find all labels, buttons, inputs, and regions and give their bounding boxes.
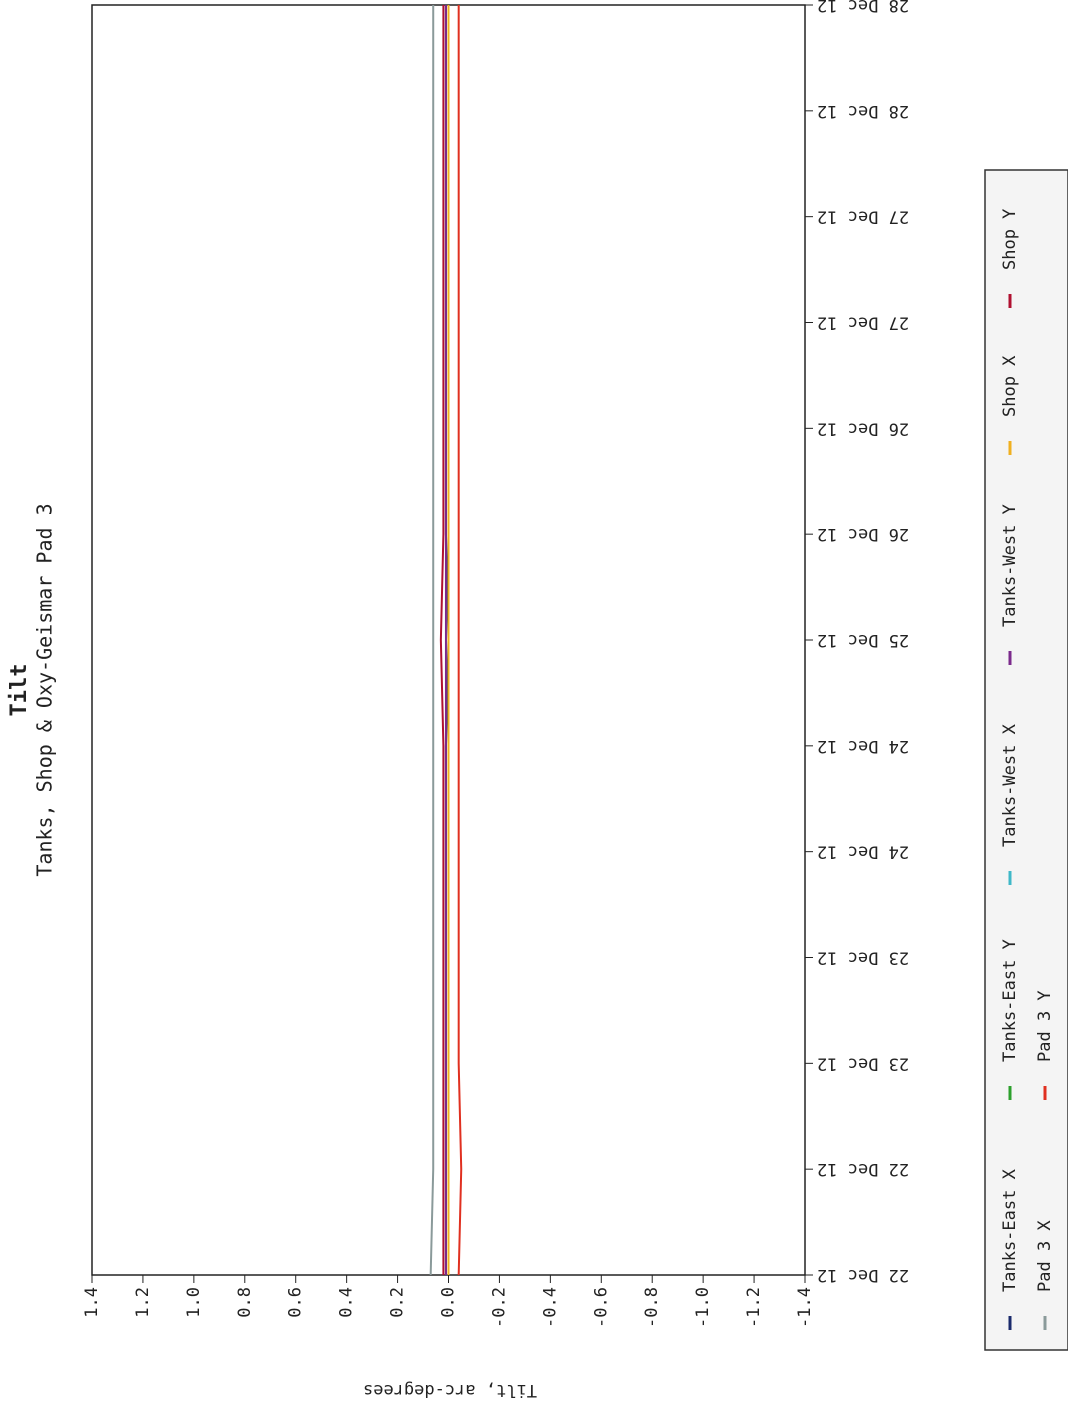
y-tick-label: -0.6	[591, 1287, 611, 1328]
x-tick-label: 27 Dec 12	[817, 207, 909, 227]
legend-label: Tanks-East X	[1000, 1168, 1020, 1292]
x-tick-label: 24 Dec 12	[817, 736, 909, 756]
x-tick-label: 24 Dec 12	[817, 842, 909, 862]
y-tick-label: -0.2	[489, 1287, 509, 1328]
y-tick-label: 0.0	[439, 1287, 459, 1318]
series-line	[457, 5, 463, 1276]
y-tick-label: 0.4	[337, 1287, 357, 1318]
y-tick-label: -0.4	[540, 1287, 560, 1328]
legend-label: Pad 3 X	[1035, 1220, 1055, 1292]
x-tick-label: 22 Dec 12	[817, 1159, 909, 1179]
y-tick-label: -1.0	[693, 1287, 713, 1328]
x-tick-label: 27 Dec 12	[817, 313, 909, 333]
x-tick-label: 23 Dec 12	[817, 1053, 909, 1073]
y-tick-label: -1.2	[744, 1287, 764, 1328]
y-tick-label: 1.0	[184, 1287, 204, 1318]
legend-label: Shop X	[1000, 355, 1020, 417]
x-tick-label: 22 Dec 12	[817, 1265, 909, 1285]
legend-label: Pad 3 Y	[1035, 990, 1055, 1062]
y-tick-label: -0.8	[642, 1287, 662, 1328]
y-tick-label: 0.8	[235, 1287, 255, 1318]
x-tick-label: 28 Dec 12	[817, 101, 909, 121]
legend-label: Tanks-West Y	[1000, 504, 1020, 627]
legend-box	[984, 169, 1068, 1351]
y-axis-label: Tilt, arc-degrees	[363, 1380, 537, 1400]
y-tick-label: 1.2	[133, 1287, 153, 1318]
y-tick-label: 0.6	[286, 1287, 306, 1318]
x-tick-label: 25 Dec 12	[817, 630, 909, 650]
legend-label: Shop Y	[1000, 209, 1020, 270]
chart-title: Tilt	[7, 664, 32, 717]
x-tick-label: 23 Dec 12	[817, 948, 909, 968]
y-tick-label: 0.2	[388, 1287, 408, 1318]
y-tick-label: -1.4	[795, 1287, 815, 1328]
y-tick-label: 1.4	[82, 1287, 102, 1318]
legend-label: Tanks-West X	[1000, 723, 1020, 847]
x-tick-label: 26 Dec 12	[817, 418, 909, 438]
rotated-chart: Tilt Tanks, Shop & Oxy-Geismar Pad 3 Til…	[7, 0, 1068, 1400]
x-tick-label: 26 Dec 12	[817, 524, 909, 544]
x-tick-label: 28 Dec 12	[817, 0, 909, 15]
series-line	[429, 5, 435, 1276]
chart-subtitle: Tanks, Shop & Oxy-Geismar Pad 3	[33, 503, 57, 876]
legend-label: Tanks-East Y	[1000, 939, 1020, 1062]
series-line	[439, 5, 445, 1275]
